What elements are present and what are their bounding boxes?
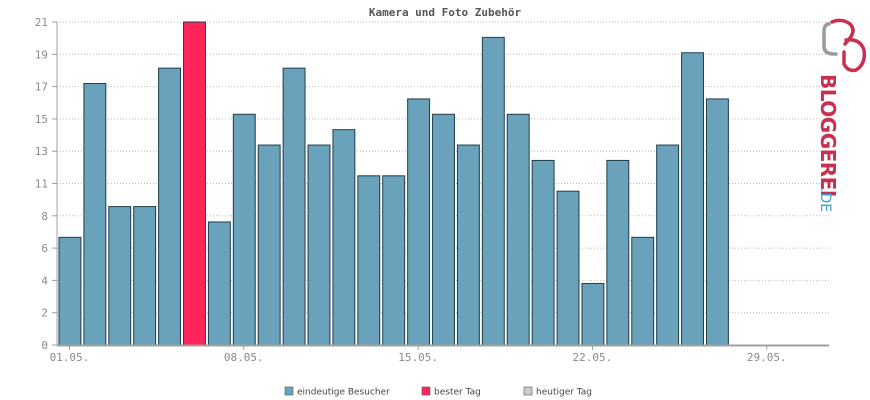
- bar: [456, 144, 480, 346]
- y-axis: 0 2 4 6 8 11 13 15 17 19 21: [35, 16, 57, 352]
- bar-best-day: [183, 21, 206, 346]
- logo-mark-icon: [822, 18, 867, 73]
- y-tick-label: 2: [41, 307, 48, 320]
- y-tick-label: 6: [41, 242, 48, 255]
- legend-swatch: [284, 386, 294, 396]
- bars: [58, 21, 729, 346]
- bar: [158, 67, 182, 346]
- bar: [207, 221, 231, 346]
- bar: [531, 159, 555, 346]
- bloggerei-logo: BLOGGEREI .DE: [816, 18, 867, 212]
- logo-text: BLOGGEREI: [816, 74, 840, 197]
- y-tick-label: 4: [41, 274, 48, 287]
- legend: eindeutige Besucher bester Tag heutiger Ta…: [284, 386, 592, 398]
- bar: [108, 206, 132, 346]
- bar: [705, 98, 729, 346]
- legend-label: bester Tag: [434, 388, 481, 398]
- legend-swatch: [421, 386, 431, 396]
- bar: [133, 206, 157, 346]
- bar: [581, 282, 605, 346]
- bar: [407, 98, 431, 346]
- y-tick-label: 15: [35, 113, 48, 126]
- bar: [332, 129, 356, 346]
- legend-swatch: [523, 386, 533, 396]
- bar: [307, 144, 331, 346]
- bar: [357, 175, 381, 346]
- bar: [58, 236, 82, 346]
- legend-label: heutiger Tag: [536, 388, 592, 398]
- x-tick-label: 01.05.: [50, 351, 90, 364]
- x-tick-label: 08.05.: [224, 351, 264, 364]
- y-tick-label: 21: [35, 16, 48, 29]
- bar: [481, 36, 505, 346]
- logo-suffix: .DE: [817, 188, 833, 212]
- x-tick-label: 22.05.: [573, 351, 613, 364]
- bar: [282, 67, 306, 346]
- bar: [83, 83, 107, 346]
- legend-label: eindeutige Besucher: [297, 388, 390, 398]
- chart-title: Kamera und Foto Zubehör: [369, 6, 522, 19]
- y-tick-label: 8: [41, 210, 48, 223]
- y-tick-label: 13: [35, 145, 48, 158]
- x-axis: 01.05. 08.05. 15.05. 22.05. 29.05.: [50, 22, 829, 364]
- y-tick-label: 0: [41, 339, 48, 352]
- bar: [556, 190, 580, 346]
- x-tick-label: 15.05.: [398, 351, 438, 364]
- x-tick-label: 29.05.: [747, 351, 787, 364]
- y-tick-label: 17: [35, 81, 48, 94]
- bar: [432, 113, 455, 346]
- bar: [631, 236, 655, 346]
- bar: [656, 144, 680, 346]
- bar: [606, 159, 630, 346]
- y-tick-label: 19: [35, 48, 48, 61]
- bar: [681, 52, 704, 346]
- bar: [257, 144, 281, 346]
- bar: [382, 175, 406, 346]
- bar: [506, 113, 530, 346]
- bar: [232, 113, 256, 346]
- y-tick-label: 11: [35, 178, 48, 191]
